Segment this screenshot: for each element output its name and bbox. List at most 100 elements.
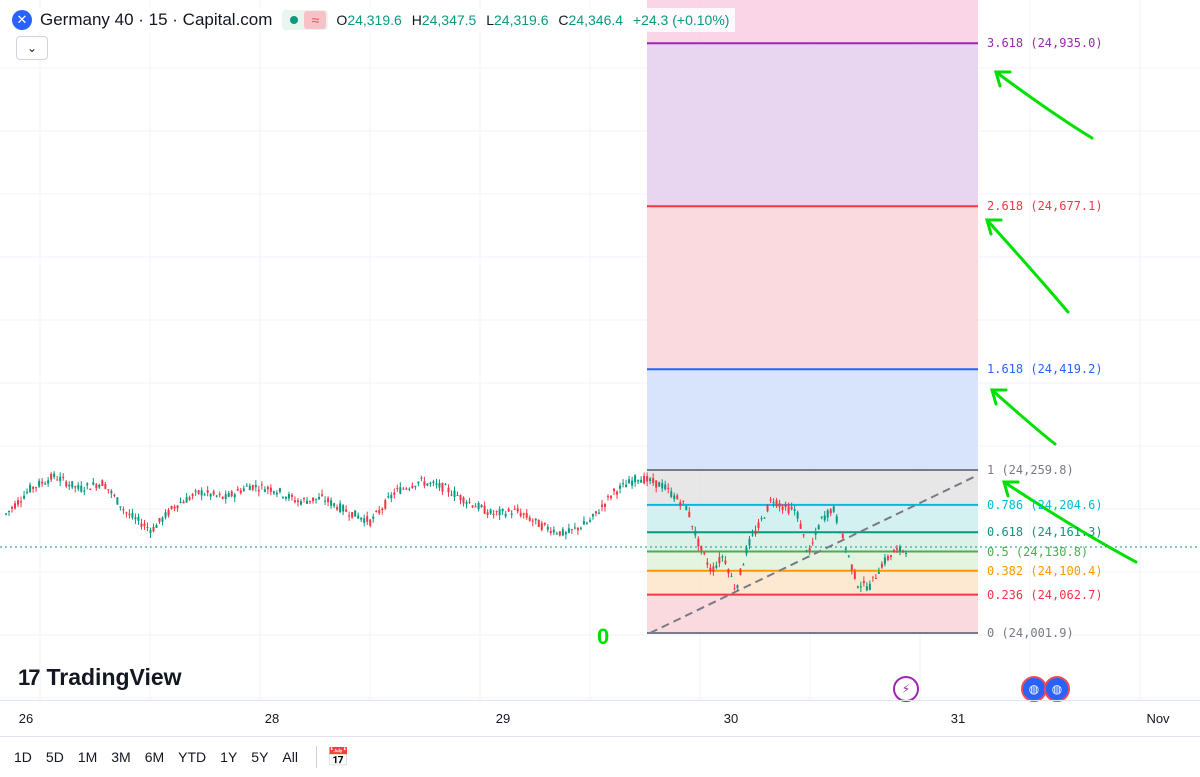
- market-status-pill[interactable]: ≈: [282, 10, 329, 30]
- candle-body: [125, 512, 128, 514]
- candle-body: [420, 477, 423, 479]
- candle-body: [104, 484, 107, 489]
- candle-body: [236, 488, 239, 491]
- candle-body: [302, 498, 305, 500]
- range-button-ytd[interactable]: YTD: [178, 749, 207, 765]
- time-tick: 31: [950, 711, 966, 726]
- candle-body: [775, 500, 778, 507]
- candle-body: [760, 518, 763, 520]
- candle-body: [62, 476, 65, 478]
- candle-body: [850, 564, 853, 571]
- globe-icon[interactable]: ◍: [1044, 676, 1070, 702]
- candle-body: [715, 565, 718, 568]
- candle-body: [805, 550, 808, 552]
- candle-body: [164, 512, 167, 518]
- candle-body: [402, 488, 405, 490]
- candle-body: [336, 507, 339, 510]
- candle-body: [649, 478, 652, 482]
- symbol-title[interactable]: Germany 40 · 15 · Capital.com: [40, 10, 273, 29]
- globe-icon[interactable]: ◍: [1021, 676, 1047, 702]
- candle-body: [880, 563, 883, 568]
- candle-body: [619, 485, 622, 489]
- candle-body: [149, 530, 152, 533]
- range-button-3m[interactable]: 3M: [111, 749, 131, 765]
- candle-body: [375, 511, 378, 513]
- range-button-1m[interactable]: 1M: [77, 749, 98, 765]
- candle-body: [811, 542, 814, 544]
- candle-body: [29, 484, 32, 493]
- candle-body: [71, 481, 74, 488]
- candle-body: [498, 509, 501, 516]
- range-button-1y[interactable]: 1Y: [220, 749, 238, 765]
- range-button-1d[interactable]: 1D: [14, 749, 32, 765]
- candle-body: [585, 522, 588, 524]
- range-button-all[interactable]: All: [282, 749, 298, 765]
- candle-body: [167, 509, 170, 516]
- candle-body: [47, 480, 50, 484]
- candle-body: [122, 509, 125, 511]
- tradingview-logo[interactable]: 17 TradingView: [18, 664, 182, 691]
- candle-body: [293, 500, 296, 503]
- candle-body: [462, 497, 465, 504]
- candle-body: [576, 527, 579, 531]
- candle-body: [745, 547, 748, 554]
- candle-body: [5, 513, 7, 515]
- candle-body: [712, 566, 715, 572]
- fib-band: [647, 594, 978, 633]
- calendar-range-icon[interactable]: 📅: [326, 746, 350, 767]
- candle-body: [787, 506, 790, 514]
- time-axis[interactable]: 26 28 29 30 31 Nov: [0, 700, 1200, 735]
- candle-body: [492, 513, 495, 515]
- candle-body: [119, 506, 122, 508]
- candle-body: [579, 527, 582, 529]
- candle-body: [817, 525, 820, 530]
- candle-body: [287, 494, 290, 499]
- candle-body: [312, 497, 315, 502]
- candle-body: [603, 503, 606, 507]
- candle-body: [248, 485, 251, 491]
- candle-body: [17, 500, 20, 505]
- range-button-5y[interactable]: 5Y: [251, 749, 269, 765]
- candle-body: [862, 581, 865, 584]
- candle-body: [366, 516, 369, 522]
- price-chart[interactable]: [0, 0, 1200, 700]
- candle-body: [209, 493, 212, 497]
- candle-body: [504, 513, 507, 517]
- time-tick: 28: [264, 711, 280, 726]
- candle-body: [396, 488, 399, 490]
- candle-body: [251, 485, 254, 490]
- candle-body: [333, 503, 336, 506]
- candle-body: [456, 495, 459, 497]
- candle-body: [733, 588, 736, 590]
- tradingview-wordmark: TradingView: [46, 664, 182, 690]
- lightning-icon[interactable]: ⚡: [893, 676, 919, 702]
- candle-body: [727, 569, 730, 574]
- candle-body: [429, 482, 432, 484]
- candle-body: [351, 512, 354, 518]
- collapse-legend-button[interactable]: ⌄: [16, 36, 48, 60]
- fib-trend-line: [649, 474, 979, 634]
- candle-body: [634, 475, 637, 483]
- candle-body: [703, 552, 706, 555]
- candle-body: [661, 483, 664, 489]
- candle-body: [176, 505, 179, 509]
- candle-body: [546, 526, 549, 530]
- candle-body: [525, 513, 528, 518]
- range-button-6m[interactable]: 6M: [144, 749, 165, 765]
- candle-body: [489, 509, 492, 514]
- candle-body: [832, 506, 835, 512]
- candle-body: [625, 484, 628, 488]
- candle-body: [384, 500, 387, 509]
- candle-body: [185, 497, 188, 503]
- candle-body: [655, 480, 658, 488]
- candle-body: [847, 555, 850, 557]
- candle-body: [26, 491, 29, 493]
- candle-body: [531, 520, 534, 522]
- candle-body: [685, 506, 688, 511]
- fib-band: [647, 206, 978, 370]
- range-button-5d[interactable]: 5D: [45, 749, 64, 765]
- annotation-arrowhead: [994, 70, 1012, 88]
- candle-body: [260, 484, 263, 486]
- candle-body: [667, 487, 670, 489]
